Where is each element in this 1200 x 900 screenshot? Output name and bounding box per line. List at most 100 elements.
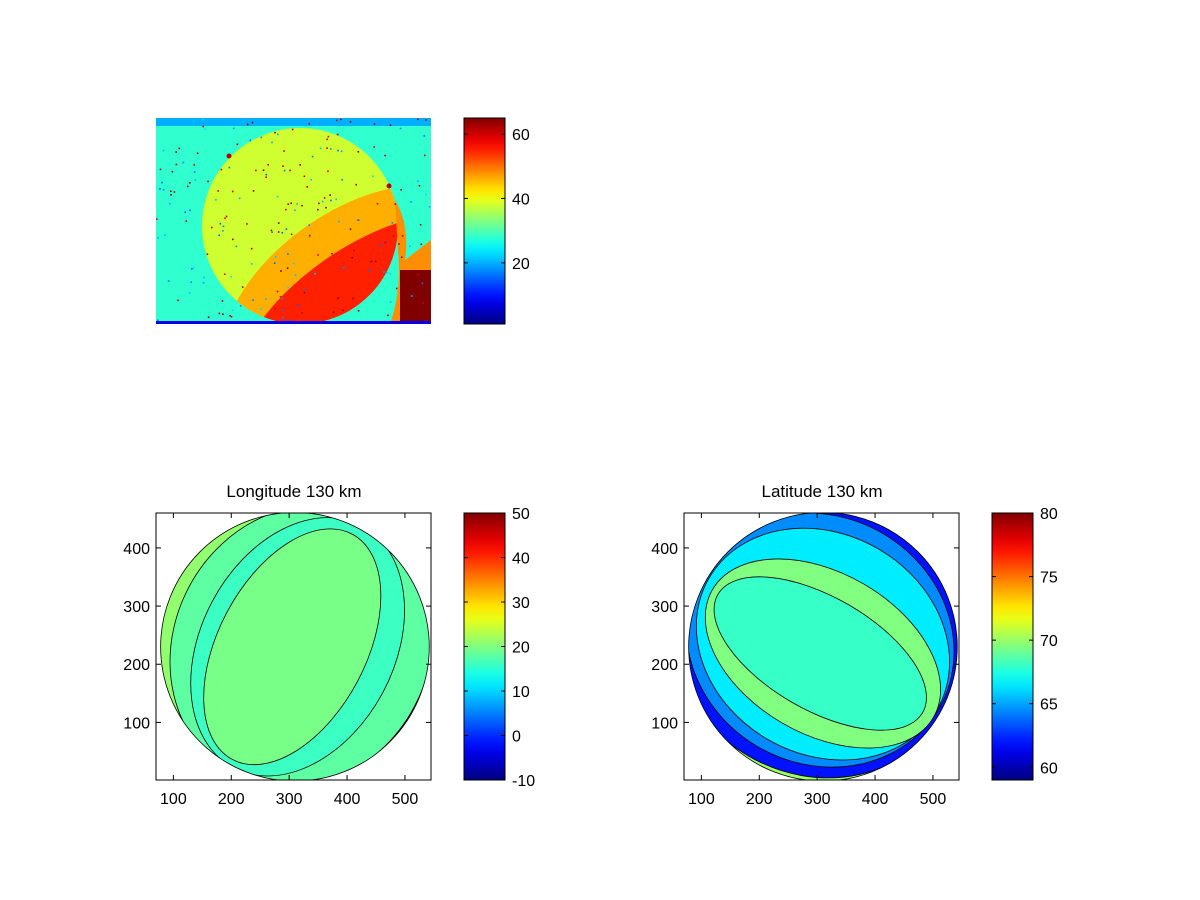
latitude-plot-area bbox=[688, 513, 958, 780]
image-speckle bbox=[188, 292, 191, 294]
image-speckle bbox=[217, 190, 219, 192]
image-speckle bbox=[287, 286, 290, 289]
image-speckle bbox=[189, 209, 191, 212]
image-speckle bbox=[249, 139, 252, 142]
image-speckle bbox=[277, 133, 279, 136]
image-speckle bbox=[379, 244, 382, 247]
image-speckle bbox=[385, 271, 388, 274]
image-speckle bbox=[274, 307, 276, 310]
image-speckle bbox=[372, 175, 374, 178]
image-speckle bbox=[271, 231, 273, 233]
image-speckle bbox=[270, 229, 273, 232]
image-speckle bbox=[332, 311, 335, 314]
image-speckle bbox=[251, 121, 254, 124]
longitude-colorbar-tick-label: 40 bbox=[512, 551, 530, 568]
image-speckle bbox=[335, 198, 337, 201]
image-speckle bbox=[417, 180, 419, 183]
latitude-x-tick-label: 500 bbox=[920, 791, 947, 808]
image-speckle bbox=[231, 190, 234, 193]
longitude-colorbar-gradient bbox=[463, 512, 506, 781]
image-speckle bbox=[286, 267, 289, 269]
latitude-y-tick-label: 200 bbox=[651, 657, 678, 674]
image-speckle bbox=[336, 298, 339, 300]
image-speckle bbox=[425, 119, 427, 121]
image-colorbar-tick-label: 60 bbox=[512, 127, 530, 144]
image-speckle bbox=[223, 273, 226, 276]
latitude-colorbar: 60 65 70 75 80 bbox=[991, 506, 1058, 781]
image-panel: 20 40 60 bbox=[156, 117, 530, 325]
image-speckle bbox=[221, 300, 224, 302]
image-speckle bbox=[323, 197, 326, 199]
image-speckle bbox=[376, 202, 379, 205]
image-speckle bbox=[196, 152, 199, 155]
image-speckle bbox=[297, 304, 299, 306]
image-speckle bbox=[207, 316, 210, 319]
image-speckle bbox=[281, 297, 284, 300]
image-colorbar-tick-label: 20 bbox=[512, 256, 530, 273]
image-speckle bbox=[294, 209, 296, 212]
image-speckle bbox=[400, 188, 402, 191]
image-speckle bbox=[170, 190, 172, 193]
image-speckle bbox=[303, 289, 306, 291]
image-speckle bbox=[355, 183, 357, 186]
image-speckle bbox=[260, 136, 263, 139]
image-speckle bbox=[340, 150, 343, 153]
image-speckle bbox=[231, 309, 234, 312]
image-speckle bbox=[287, 319, 290, 322]
image-speckle bbox=[157, 319, 159, 322]
image-speckle bbox=[211, 226, 213, 229]
image-speckle bbox=[175, 151, 177, 153]
image-speckle bbox=[241, 286, 244, 288]
image-speckle bbox=[418, 184, 421, 187]
longitude-y-tick-label: 200 bbox=[123, 657, 150, 674]
image-speckle bbox=[319, 147, 322, 150]
image-speckle bbox=[250, 262, 253, 265]
image-speckle bbox=[157, 236, 160, 239]
image-hot-pixel bbox=[386, 183, 392, 189]
image-speckle bbox=[335, 119, 338, 122]
image-speckle bbox=[280, 270, 282, 272]
longitude-colorbar-tick-label: 0 bbox=[512, 729, 521, 746]
image-speckle bbox=[220, 168, 223, 171]
image-speckle bbox=[374, 260, 377, 263]
image-speckle bbox=[384, 154, 386, 157]
image-speckle bbox=[353, 249, 355, 252]
image-speckle bbox=[301, 204, 303, 207]
image-speckle bbox=[309, 234, 311, 237]
image-speckle bbox=[352, 297, 354, 300]
image-speckle bbox=[265, 176, 267, 179]
image-speckle bbox=[255, 169, 257, 172]
image-speckle bbox=[259, 308, 262, 310]
image-speckle bbox=[265, 298, 267, 300]
image-speckle bbox=[218, 234, 220, 237]
image-speckle bbox=[308, 224, 310, 226]
image-speckle bbox=[321, 200, 324, 203]
latitude-y-tick-label: 300 bbox=[651, 599, 678, 616]
image-speckle bbox=[314, 272, 316, 275]
image-speckle bbox=[202, 281, 205, 284]
image-speckle bbox=[277, 231, 280, 233]
image-speckle bbox=[357, 150, 360, 153]
latitude-x-tick-label: 200 bbox=[746, 791, 773, 808]
latitude-colorbar-tick-label: 80 bbox=[1040, 506, 1058, 523]
image-speckle bbox=[178, 147, 181, 150]
longitude-colorbar-tick-label: -10 bbox=[512, 773, 535, 790]
image-speckle bbox=[311, 155, 314, 158]
image-speckle bbox=[400, 256, 403, 259]
image-speckle bbox=[159, 168, 162, 171]
image-speckle bbox=[401, 235, 404, 237]
latitude-title: Latitude 130 km bbox=[762, 482, 883, 501]
latitude-y-tick-label: 400 bbox=[651, 541, 678, 558]
longitude-colorbar-tick-label: 30 bbox=[512, 595, 530, 612]
image-speckle bbox=[246, 223, 248, 225]
image-speckle bbox=[276, 290, 279, 293]
image-speckle bbox=[327, 135, 330, 138]
image-speckle bbox=[192, 120, 195, 123]
image-hot-pixel bbox=[226, 153, 232, 159]
image-speckle bbox=[370, 260, 373, 263]
image-speckle bbox=[296, 203, 298, 205]
longitude-y-tick-label: 100 bbox=[123, 715, 150, 732]
image-speckle bbox=[273, 262, 276, 264]
image-speckle bbox=[190, 268, 193, 270]
longitude-plot-area bbox=[160, 513, 430, 780]
